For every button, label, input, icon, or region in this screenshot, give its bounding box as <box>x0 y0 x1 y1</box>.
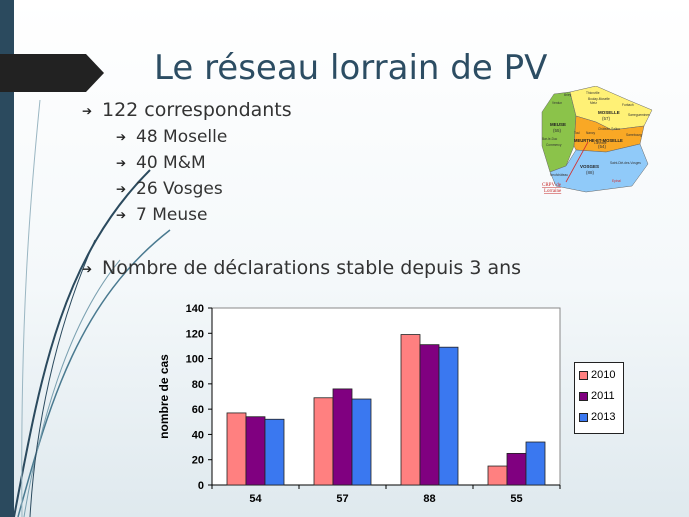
map-label: Lunéville <box>594 141 607 145</box>
sub-bullet-vosges: ➔ 26 Vosges <box>116 179 223 199</box>
legend-swatch <box>579 391 588 401</box>
map-label: Commercy <box>546 143 562 147</box>
map-label: MOSELLE <box>598 110 620 115</box>
bullet-text: 122 correspondants <box>102 99 292 121</box>
legend-label: 2013 <box>591 411 616 423</box>
legend-item-2010: 2010 <box>579 369 615 383</box>
y-tick-label: 140 <box>186 303 204 315</box>
map-label: Bar-le-Duc <box>542 137 558 141</box>
lorraine-map: MEUSE (55) MOSELLE (57) MEURTHE-ET-MOSEL… <box>541 86 653 194</box>
arrow-bullet-icon: ➔ <box>82 261 93 276</box>
chart-legend: 2010 2011 2013 <box>574 362 624 434</box>
legend-item-2013: 2013 <box>579 411 615 425</box>
arrow-bullet-icon: ➔ <box>116 182 127 196</box>
map-label: (88) <box>586 170 595 175</box>
map-label: Sarreguemines <box>628 113 650 117</box>
bar-2011-54 <box>245 416 266 486</box>
x-tick-label: 88 <box>423 493 435 505</box>
map-label: Forbach <box>622 103 634 107</box>
y-tick-label: 100 <box>186 354 204 366</box>
map-label: (54) <box>598 144 607 149</box>
bullet-declarations: ➔ Nombre de déclarations stable depuis 3 … <box>82 257 521 279</box>
map-label: Toul <box>574 131 580 135</box>
bar-2011-88 <box>419 344 440 486</box>
map-label: Lorraine <box>544 189 562 194</box>
bullet-correspondants: ➔ 122 correspondants <box>82 99 292 121</box>
bullet-text: 26 Vosges <box>136 179 223 199</box>
map-label: CRPV de <box>542 183 562 188</box>
map-label: (57) <box>602 116 611 121</box>
map-label: Metz <box>590 101 597 105</box>
bar-2013-54 <box>264 418 285 486</box>
bar-2010-55 <box>487 465 508 486</box>
map-label: Saint-Dié-des-Vosges <box>610 161 641 165</box>
map-label: Boulay-Moselle <box>588 97 610 101</box>
map-label: Epinal <box>612 179 621 183</box>
bullet-text: 40 M&M <box>136 153 206 173</box>
map-label: MEURTHE-ET-MOSELLE <box>574 138 623 143</box>
map-label: Neufchâteau <box>550 173 568 177</box>
arrow-bullet-icon: ➔ <box>116 208 127 222</box>
map-region-vosges <box>549 143 649 193</box>
sub-bullet-moselle: ➔ 48 Moselle <box>116 127 227 147</box>
decorative-curves <box>13 99 171 517</box>
arrow-bullet-icon: ➔ <box>116 156 127 170</box>
legend-label: 2010 <box>591 369 616 381</box>
x-tick-label: 57 <box>336 493 348 505</box>
map-label: Château-Salins <box>598 127 620 131</box>
y-tick-label: 120 <box>186 328 204 340</box>
legend-swatch <box>579 370 588 380</box>
bullet-text: 7 Meuse <box>136 205 208 225</box>
y-tick-label: 60 <box>192 404 204 416</box>
map-label: VOSGES <box>580 164 599 169</box>
legend-item-2011: 2011 <box>579 390 615 404</box>
legend-label: 2011 <box>591 390 615 402</box>
sub-bullet-mm: ➔ 40 M&M <box>116 153 206 173</box>
map-label: Nancy <box>586 131 595 135</box>
bar-2010-88 <box>400 334 421 486</box>
bar-2010-57 <box>313 397 334 486</box>
y-tick-label: 40 <box>192 429 204 441</box>
map-label: Verdun <box>552 101 562 105</box>
y-axis-label: nombre de cas <box>157 354 171 439</box>
bar-2013-55 <box>525 441 546 486</box>
left-accent-bar <box>0 0 14 517</box>
map-label: Sarrebourg <box>626 133 642 137</box>
map-label: (55) <box>553 128 562 133</box>
map-label: MEUSE <box>550 122 566 127</box>
legend-swatch <box>579 412 588 422</box>
bar-2010-54 <box>226 412 247 486</box>
title-tab-shape <box>0 54 104 92</box>
map-label: Thionville <box>586 91 600 95</box>
x-tick-label: 54 <box>249 493 262 505</box>
y-tick-label: 80 <box>192 379 204 391</box>
x-tick-label: 55 <box>510 493 522 505</box>
sub-bullet-meuse: ➔ 7 Meuse <box>116 205 207 225</box>
bar-2011-57 <box>332 388 353 486</box>
bar-chart: 0 20 40 60 80 100 120 140 nombre de cas 54 57 88 55 <box>157 303 561 505</box>
slide-title: Le réseau lorrain de PV <box>154 48 548 88</box>
arrow-bullet-icon: ➔ <box>116 130 127 144</box>
bullet-text: Nombre de déclarations stable depuis 3 a… <box>102 257 522 279</box>
bullet-text: 48 Moselle <box>136 127 228 147</box>
y-tick-label: 0 <box>198 480 204 492</box>
bar-2013-88 <box>438 346 459 486</box>
bar-2013-57 <box>351 398 372 486</box>
arrow-bullet-icon: ➔ <box>82 103 93 118</box>
map-label: Briey <box>564 93 572 97</box>
bar-2011-55 <box>506 452 527 486</box>
y-tick-label: 20 <box>192 455 204 467</box>
